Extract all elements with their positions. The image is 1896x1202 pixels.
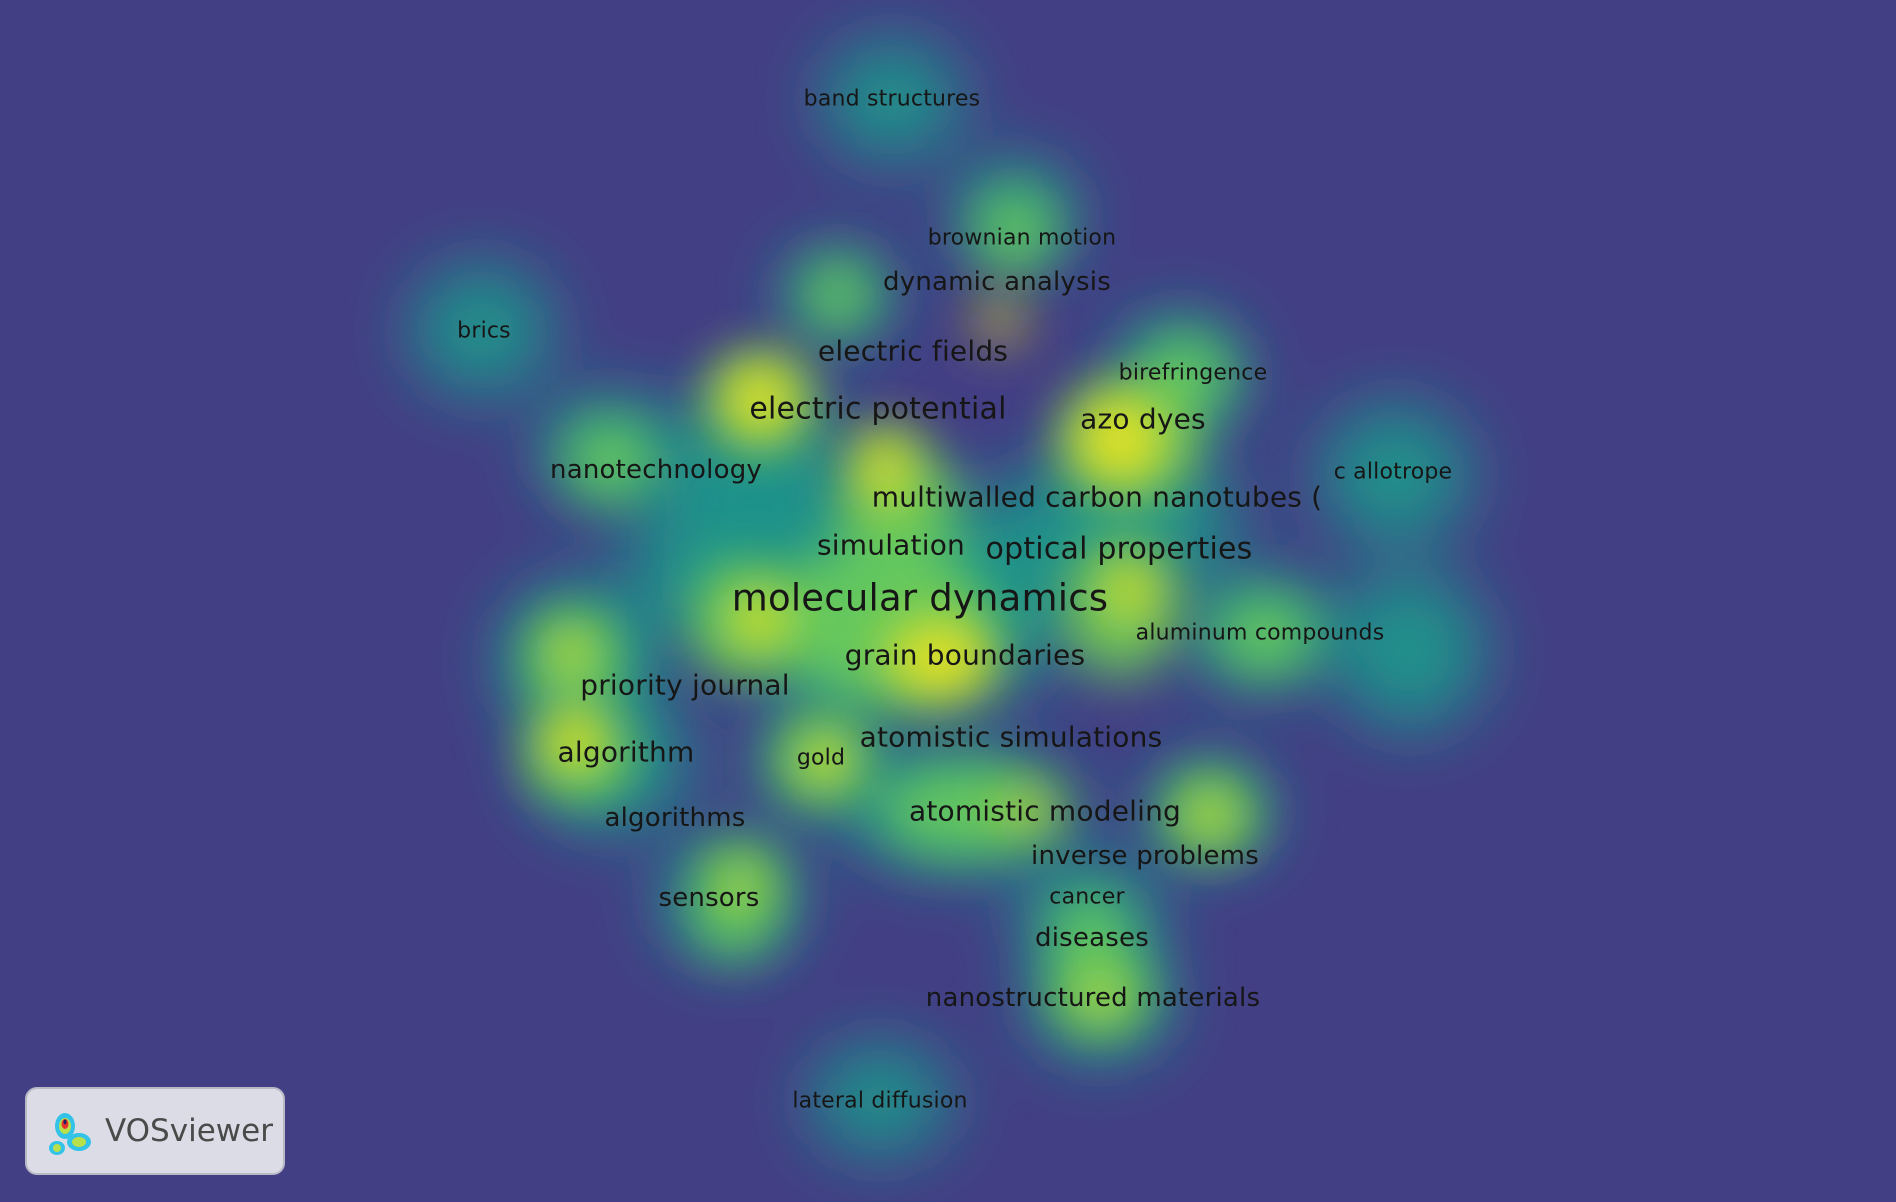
term-label[interactable]: cancer	[1049, 884, 1125, 910]
term-label[interactable]: band structures	[803, 86, 981, 112]
yellow-density-blob	[548, 628, 592, 672]
term-label[interactable]: c allotrope	[1333, 459, 1453, 485]
yellow-density-blob	[1075, 395, 1165, 485]
green-density-blob	[565, 420, 655, 500]
yellow-density-blob	[885, 620, 995, 700]
teal-density-blob	[822, 40, 962, 160]
term-label[interactable]: priority journal	[580, 668, 790, 702]
term-label[interactable]: aluminum compounds	[1135, 620, 1385, 646]
term-label[interactable]: brownian motion	[927, 225, 1117, 251]
term-label[interactable]: gold	[796, 745, 846, 771]
term-label[interactable]: multiwalled carbon nanotubes (	[871, 480, 1323, 514]
yellow-density-blob	[860, 430, 910, 510]
teal-density-blob	[412, 265, 552, 395]
green-density-blob	[1215, 595, 1315, 675]
term-label[interactable]: algorithm	[557, 735, 695, 769]
yellow-density-blob	[978, 300, 1022, 340]
term-label[interactable]: brics	[457, 318, 511, 344]
term-label[interactable]: dynamic analysis	[883, 267, 1111, 297]
vosviewer-logo-icon	[49, 1113, 91, 1155]
teal-density-blob	[810, 1045, 950, 1155]
yellow-density-blob	[1105, 560, 1155, 620]
green-density-blob	[975, 190, 1055, 270]
term-label[interactable]: azo dyes	[1080, 402, 1206, 436]
term-label[interactable]: lateral diffusion	[792, 1088, 968, 1114]
yellow-density-blob	[722, 362, 798, 438]
yellow-density-blob	[732, 590, 788, 650]
term-label[interactable]: algorithms	[604, 803, 746, 833]
green-density-blob	[695, 885, 775, 955]
yellow-density-blob	[800, 735, 850, 785]
term-label[interactable]: sensors	[658, 883, 760, 913]
term-label[interactable]: electric potential	[749, 391, 1007, 427]
yellow-density-blob	[1002, 790, 1058, 830]
term-label[interactable]: nanotechnology	[550, 455, 762, 485]
term-label[interactable]: electric fields	[817, 334, 1009, 368]
density-layer-high	[540, 300, 1232, 1018]
teal-density-blob	[1320, 405, 1470, 545]
term-label[interactable]: inverse problems	[1031, 841, 1259, 871]
term-label[interactable]: atomistic modeling	[908, 794, 1182, 828]
term-label[interactable]: molecular dynamics	[731, 576, 1109, 620]
teal-density-blob	[1335, 570, 1485, 730]
term-label[interactable]: atomistic simulations	[859, 720, 1163, 754]
term-label[interactable]: grain boundaries	[844, 638, 1086, 672]
yellow-density-blob	[540, 710, 610, 770]
term-label[interactable]: nanostructured materials	[925, 983, 1261, 1013]
yellow-density-blob	[1188, 793, 1232, 837]
vosviewer-logo: VOSviewer	[25, 1087, 285, 1175]
yellow-density-blob	[1075, 982, 1125, 1018]
term-label[interactable]: birefringence	[1118, 360, 1268, 386]
term-label[interactable]: diseases	[1035, 923, 1149, 953]
vosviewer-logo-text: VOSviewer	[105, 1113, 273, 1149]
teal-density-blob	[1000, 450, 1240, 590]
term-label[interactable]: simulation	[817, 528, 965, 562]
green-density-blob	[880, 765, 1040, 855]
term-label[interactable]: optical properties	[985, 531, 1253, 567]
green-density-blob	[1050, 895, 1130, 965]
yellow-density-blob	[720, 867, 760, 903]
green-density-blob	[803, 260, 873, 330]
